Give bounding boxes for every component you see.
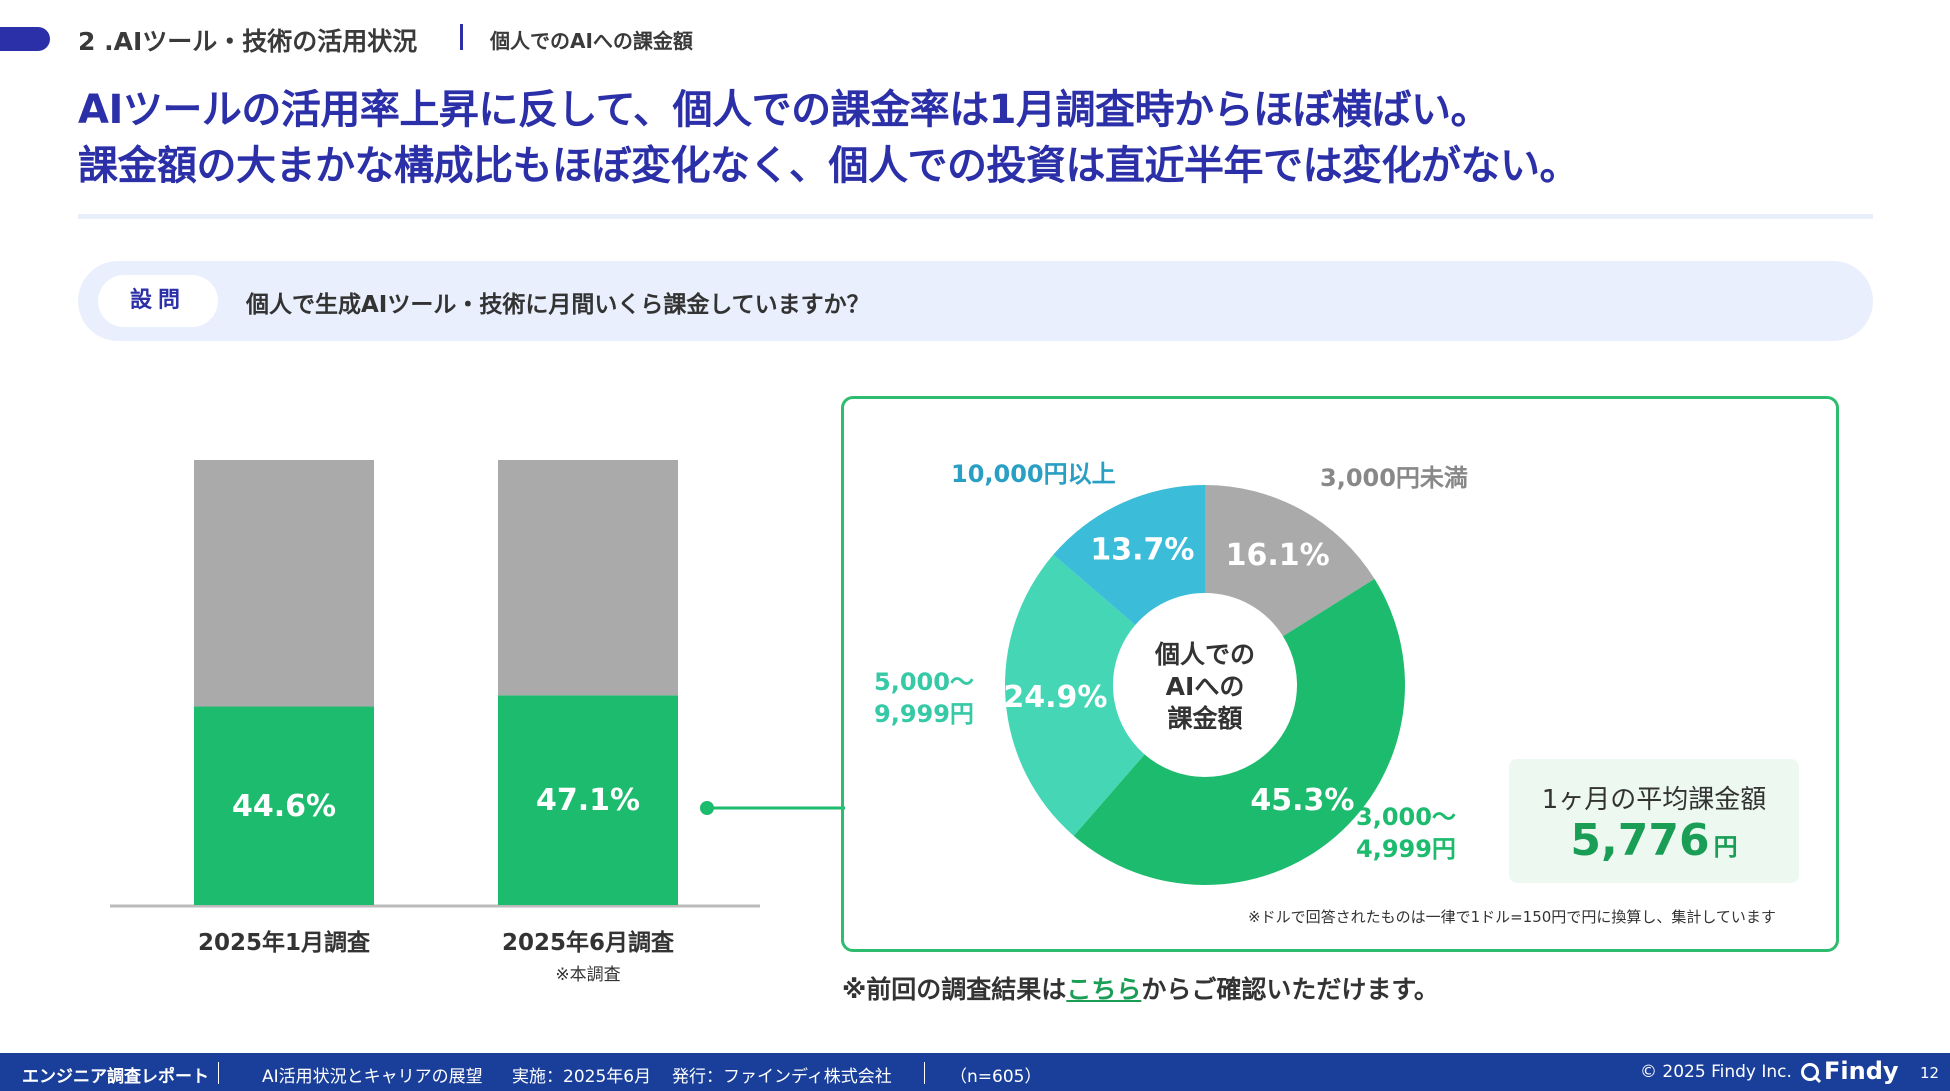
section-subtitle: 個人でのAIへの課金額 bbox=[490, 29, 693, 53]
average-spend-title: 1ヶ月の平均課金額 bbox=[1541, 785, 1767, 815]
donut-chart: 16.1% 45.3% 24.9% 13.7% 個人での AIへの課金額 bbox=[1003, 485, 1405, 885]
page-number: 12 bbox=[1920, 1064, 1940, 1082]
donut-center-label: 個人での bbox=[1154, 640, 1255, 669]
donut-slice bbox=[1205, 485, 1375, 637]
label-over-10000: 10,000円以上 bbox=[951, 460, 1116, 488]
label-3000-4999: 3,000〜 4,999円 bbox=[1356, 801, 1456, 865]
headline-divider bbox=[78, 214, 1873, 219]
section-separator bbox=[460, 24, 463, 50]
previous-results-note: ※前回の調査結果はこちらからご確認いただけます。 bbox=[842, 970, 1439, 1006]
donut-slice bbox=[1053, 485, 1205, 626]
section-marker bbox=[0, 27, 50, 51]
donut-slice bbox=[1073, 578, 1405, 885]
donut-center-label: 課金額 bbox=[1167, 704, 1242, 733]
label-under-3000: 3,000円未満 bbox=[1320, 464, 1468, 492]
bar-data-label: 47.1% bbox=[536, 783, 640, 818]
footer: エンジニア調査レポート AI活用状況とキャリアの展望 実施：2025年6月 発行… bbox=[0, 1053, 1950, 1091]
average-spend-value: 5,776 円 bbox=[1509, 815, 1799, 866]
footer-date: 実施：2025年6月 bbox=[512, 1067, 652, 1087]
footer-copyright: © 2025 Findy Inc. bbox=[1640, 1062, 1792, 1082]
footer-report: エンジニア調査レポート bbox=[22, 1067, 209, 1087]
question-bar: 設問 個人で生成AIツール・技術に月間いくら課金していますか？ bbox=[78, 261, 1873, 341]
findy-logo-icon bbox=[1801, 1063, 1822, 1084]
bar-segment-unpaid bbox=[194, 460, 374, 707]
average-value-number: 5,776 bbox=[1570, 815, 1710, 866]
footer-publisher: 発行：ファインディ株式会社 bbox=[672, 1067, 892, 1087]
bar-data-label: 44.6% bbox=[232, 789, 336, 824]
footer-theme: AI活用状況とキャリアの展望 bbox=[262, 1067, 483, 1087]
bar-category-note: ※本調査 bbox=[555, 965, 620, 985]
donut-slice-label: 16.1% bbox=[1226, 538, 1330, 573]
label-5000-9999-line2: 9,999円 bbox=[874, 700, 974, 728]
label-5000-9999-line1: 5,000〜 bbox=[874, 668, 974, 696]
footer-sample-size: （n=605） bbox=[950, 1067, 1042, 1087]
question-tag: 設問 bbox=[98, 275, 218, 327]
donut-slice-label: 13.7% bbox=[1090, 533, 1194, 568]
question-text: 個人で生成AIツール・技術に月間いくら課金していますか？ bbox=[246, 292, 870, 318]
footer-separator bbox=[218, 1062, 219, 1084]
donut-slice bbox=[1004, 554, 1145, 836]
label-3000-4999-line2: 4,999円 bbox=[1356, 835, 1456, 863]
average-spend-box: 1ヶ月の平均課金額 5,776 円 bbox=[1509, 759, 1799, 883]
bar-segment-paid bbox=[498, 695, 678, 905]
prev-note-before: ※前回の調査結果は bbox=[842, 975, 1067, 1004]
bar-to-donut-connector bbox=[700, 801, 845, 815]
stacked-bar-chart: 44.6% 2025年1月調査 47.1% 2025年6月調査 ※本調査 bbox=[110, 460, 760, 985]
donut-panel bbox=[841, 396, 1839, 952]
section-title: 2 .AIツール・技術の活用状況 bbox=[78, 27, 418, 56]
label-5000-9999: 5,000〜 9,999円 bbox=[874, 666, 974, 730]
bar-segment-unpaid bbox=[498, 460, 678, 696]
bar-segment-paid bbox=[194, 706, 374, 905]
headline-line-2: 課金額の大まかな構成比もほぼ変化なく、個人での投資は直近半年では変化がない。 bbox=[78, 143, 1580, 189]
page-headline: AIツールの活用率上昇に反して、個人での課金率は1月調査時からほぼ横ばい。 課金… bbox=[78, 82, 1580, 194]
bar-category-label: 2025年1月調査 bbox=[198, 929, 370, 956]
donut-slice-label: 45.3% bbox=[1250, 783, 1354, 818]
previous-results-link[interactable]: こちら bbox=[1066, 975, 1142, 1004]
donut-slice-label: 24.9% bbox=[1003, 680, 1107, 715]
conversion-note: ※ドルで回答されたものは一律で1ドル=150円で円に換算し、集計しています bbox=[1248, 908, 1776, 926]
headline-line-1: AIツールの活用率上昇に反して、個人での課金率は1月調査時からほぼ横ばい。 bbox=[78, 87, 1490, 133]
prev-note-after: からご確認いただけます。 bbox=[1141, 975, 1439, 1004]
donut-center-label: AIへの bbox=[1166, 672, 1245, 701]
average-value-unit: 円 bbox=[1713, 833, 1738, 861]
bar-category-label: 2025年6月調査 bbox=[502, 929, 674, 956]
footer-brand: Findy bbox=[1824, 1057, 1899, 1085]
label-3000-4999-line1: 3,000〜 bbox=[1356, 803, 1456, 831]
footer-separator bbox=[924, 1062, 925, 1084]
